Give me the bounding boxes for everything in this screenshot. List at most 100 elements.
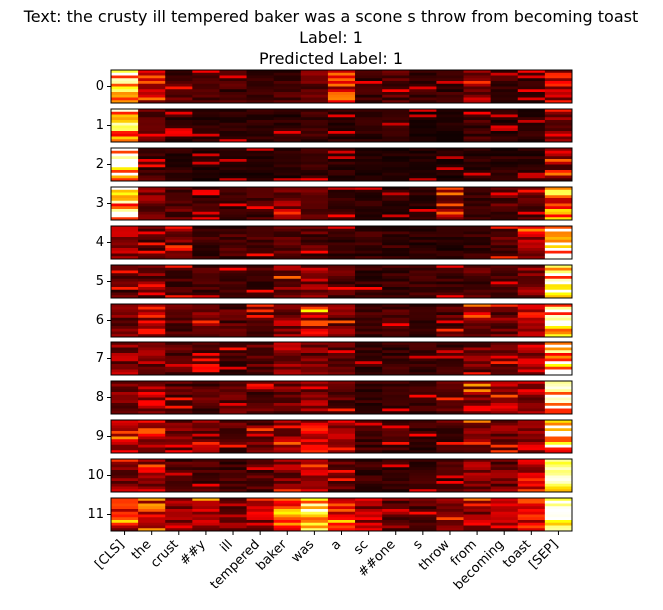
heatmap-cell (382, 231, 410, 235)
heatmap-cell (165, 355, 193, 359)
heatmap-cell (490, 394, 519, 398)
heatmap-cell (300, 478, 329, 482)
heatmap-cell (327, 256, 356, 260)
heatmap-cell (517, 72, 546, 76)
heatmap-cell (355, 111, 383, 115)
heatmap-cell (111, 478, 139, 482)
heatmap-cell (273, 304, 302, 308)
heatmap-cell (436, 198, 464, 202)
heatmap-cell (192, 511, 220, 515)
heatmap-cell (517, 320, 546, 324)
heatmap-cell (219, 397, 247, 401)
heatmap-cell (355, 200, 383, 204)
heatmap-cell (409, 161, 437, 165)
heatmap-cell (382, 326, 410, 330)
heatmap-cell (219, 253, 247, 257)
heatmap-cell (138, 228, 166, 232)
heatmap-cell (219, 270, 247, 274)
heatmap-cell (490, 444, 519, 448)
heatmap-cell (138, 211, 166, 215)
heatmap-cell (111, 164, 139, 168)
heatmap-cell (517, 214, 546, 218)
heatmap-cell (382, 498, 410, 502)
heatmap-cell (409, 331, 437, 335)
heatmap-cell (327, 464, 356, 468)
heatmap-cell (436, 276, 464, 280)
heatmap-cell (382, 478, 410, 482)
heatmap-cell (165, 315, 193, 319)
heatmap-cell (544, 128, 573, 132)
heatmap-cell (273, 467, 302, 471)
heatmap-cell (111, 253, 139, 257)
heatmap-cell (111, 70, 139, 74)
heatmap-cell (409, 187, 437, 191)
heatmap-cell (409, 408, 437, 412)
heatmap-cell (219, 475, 247, 479)
heatmap-cell (165, 128, 193, 132)
heatmap-cell (463, 128, 491, 132)
heatmap-cell (192, 239, 220, 243)
heatmap-cell (165, 245, 193, 249)
heatmap-cell (517, 89, 546, 93)
heatmap-cell (355, 214, 383, 218)
heatmap-cell (436, 431, 464, 435)
heatmap-cell (246, 133, 275, 137)
heatmap-cell (436, 353, 464, 357)
heatmap-cell (192, 350, 220, 354)
heatmap-cell (409, 383, 437, 387)
heatmap-cell (382, 192, 410, 196)
heatmap-cell (165, 369, 193, 373)
heatmap-cell (327, 470, 356, 474)
heatmap-cell (192, 148, 220, 152)
heatmap-cell (517, 211, 546, 215)
heatmap-cell (192, 100, 220, 104)
heatmap-cell (327, 394, 356, 398)
heatmap-cell (544, 211, 573, 215)
heatmap-cell (409, 498, 437, 502)
heatmap-cell (138, 92, 166, 96)
heatmap-cell (111, 209, 139, 213)
heatmap-cell (300, 383, 329, 387)
heatmap-cell (219, 281, 247, 285)
heatmap-cell (517, 200, 546, 204)
heatmap-cell (409, 164, 437, 168)
heatmap-cell (544, 472, 573, 476)
heatmap-cell (355, 459, 383, 463)
heatmap-cell (165, 514, 193, 518)
heatmap-cell (273, 439, 302, 443)
heatmap-cell (138, 353, 166, 357)
heatmap-cell (192, 159, 220, 163)
heatmap-cell (165, 203, 193, 207)
heatmap-cell (355, 467, 383, 471)
heatmap-cell (192, 344, 220, 348)
heatmap-cell (327, 167, 356, 171)
heatmap-cell (246, 256, 275, 260)
heatmap-cell (300, 408, 329, 412)
heatmap-cell (490, 273, 519, 277)
heatmap-cell (409, 405, 437, 409)
heatmap-cell (300, 386, 329, 390)
heatmap-cell (517, 520, 546, 524)
heatmap-cell (327, 459, 356, 463)
heatmap-cell (111, 295, 139, 299)
heatmap-cell (138, 326, 166, 330)
heatmap-cell (327, 392, 356, 396)
layer-label: 5 (96, 274, 104, 289)
heatmap-cell (463, 304, 491, 308)
heatmap-cell (463, 525, 491, 529)
heatmap-cell (382, 500, 410, 504)
heatmap-cell (273, 366, 302, 370)
heatmap-cell (273, 256, 302, 260)
heatmap-cell (111, 425, 139, 429)
heatmap-cell (165, 120, 193, 124)
heatmap-cell (300, 228, 329, 232)
heatmap-cell (165, 478, 193, 482)
heatmap-cell (355, 369, 383, 373)
heatmap-cell (355, 228, 383, 232)
heatmap-cell (463, 109, 491, 113)
heatmap-cell (463, 422, 491, 426)
heatmap-cell (273, 444, 302, 448)
heatmap-cell (463, 75, 491, 79)
heatmap-cell (111, 128, 139, 132)
heatmap-cell (273, 317, 302, 321)
